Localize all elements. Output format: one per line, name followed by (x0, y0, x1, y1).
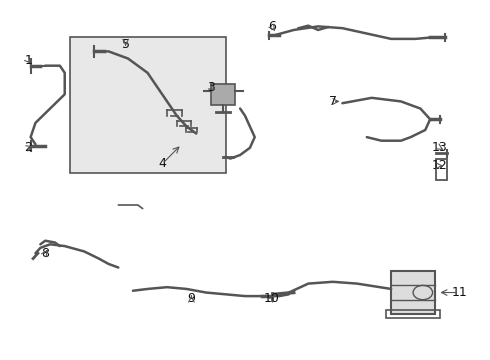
Text: 2: 2 (24, 141, 32, 154)
Text: 8: 8 (41, 247, 49, 260)
Text: 4: 4 (158, 157, 166, 170)
Text: 5: 5 (122, 38, 130, 51)
Text: 12: 12 (432, 159, 448, 172)
Text: 11: 11 (451, 286, 467, 299)
Text: 6: 6 (268, 20, 276, 33)
Text: 10: 10 (264, 292, 280, 305)
Text: 13: 13 (432, 141, 448, 154)
Text: 3: 3 (207, 81, 215, 94)
Text: 1: 1 (24, 54, 32, 67)
Bar (211, 84, 235, 105)
Bar (386, 310, 440, 318)
Text: 9: 9 (188, 292, 196, 305)
Bar (437, 158, 447, 180)
Text: 7: 7 (329, 95, 337, 108)
Bar (70, 37, 225, 173)
Bar (391, 271, 435, 314)
